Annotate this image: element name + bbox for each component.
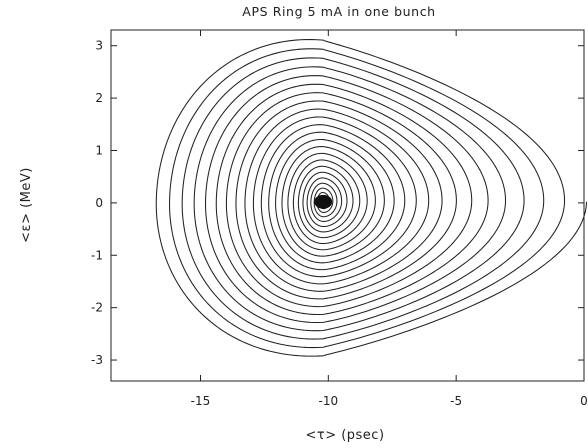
x-tick-label: 0 [580,394,588,408]
chart-title: APS Ring 5 mA in one bunch [242,4,435,19]
y-tick-label: -1 [91,248,103,262]
plot-frame [110,29,585,382]
phase-space-spiral-trajectory [155,39,588,357]
x-tick-label: -5 [450,394,462,408]
y-tick-label: -3 [91,353,103,367]
y-tick-label: -2 [91,301,103,315]
y-tick-labels: 3 2 1 0 -1 -2 -3 [91,39,103,367]
spiral-core-dense-region [314,194,333,209]
y-tick-label: 3 [95,39,103,53]
x-tick-labels: -15 -10 -5 0 [191,394,588,408]
x-axis-label: <τ> (psec) [305,428,384,443]
axis-ticks [111,30,585,381]
x-tick-label: -10 [319,394,339,408]
y-axis-label: <ε> (MeV) [19,167,34,243]
y-tick-label: 0 [95,196,103,210]
y-tick-label: 1 [95,143,103,157]
y-tick-label: 2 [95,91,103,105]
x-tick-label: -15 [191,394,211,408]
